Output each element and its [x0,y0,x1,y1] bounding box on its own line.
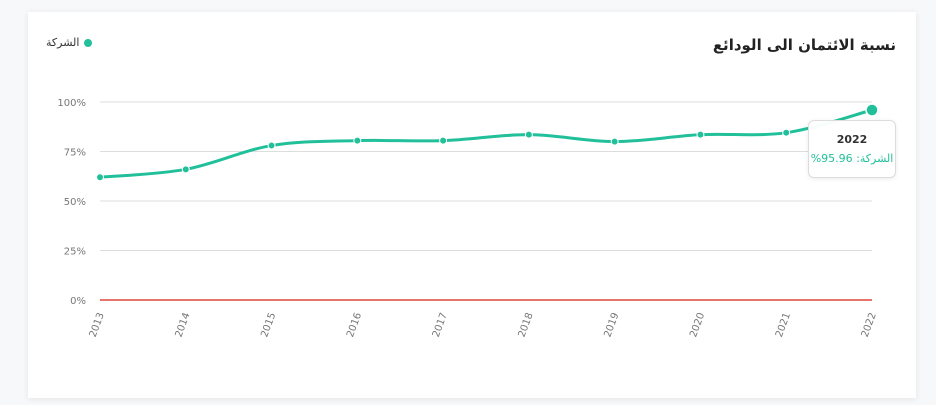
x-tick-label: 2014 [174,311,193,339]
x-tick-label: 2021 [774,311,793,339]
x-tick-label: 2017 [431,311,450,339]
chart-card: نسبة الائتمان الى الودائع الشركة 0% 25% 50… [28,12,916,398]
x-tick-label: 2016 [345,311,364,339]
data-point [782,128,791,137]
highlighted-point [865,103,879,117]
legend-marker-icon [84,38,93,47]
y-tick-label: 75% [64,148,86,159]
y-tick-label: 50% [64,197,86,208]
tooltip-title: 2022 [836,133,868,146]
y-tick-label: 0% [70,296,86,307]
y-tick-label: 100% [57,98,86,109]
data-point [610,137,619,146]
data-point [353,136,362,145]
chart-tooltip: 2022 الشركة: 95.96% [808,120,896,178]
x-tick-label: 2015 [259,311,278,339]
legend-item[interactable]: الشركة [46,36,93,49]
x-tick-label: 2018 [517,311,536,339]
data-point [181,165,190,174]
data-point [96,173,104,182]
series-line [99,108,873,179]
y-tick-label: 25% [64,247,86,258]
x-tick-label: 2022 [860,311,879,339]
tooltip-series-name: الشركة [859,152,894,165]
data-point [524,130,533,139]
chart-title: نسبة الائتمان الى الودائع [712,36,896,54]
data-point [696,130,705,139]
tooltip-value-text: 95.96% [810,152,853,165]
x-tick-label: 2019 [602,311,621,339]
data-point [439,136,448,145]
data-point [267,141,276,150]
x-tick-label: 2020 [688,311,707,339]
legend-label: الشركة [46,36,80,49]
line-chart: 0% 25% 50% 75% 100% 2013 2014 2015 2016 2017 2018 2… [57,98,879,339]
tooltip-value: الشركة: 95.96% [810,152,894,165]
x-tick-label: 2013 [88,311,107,339]
